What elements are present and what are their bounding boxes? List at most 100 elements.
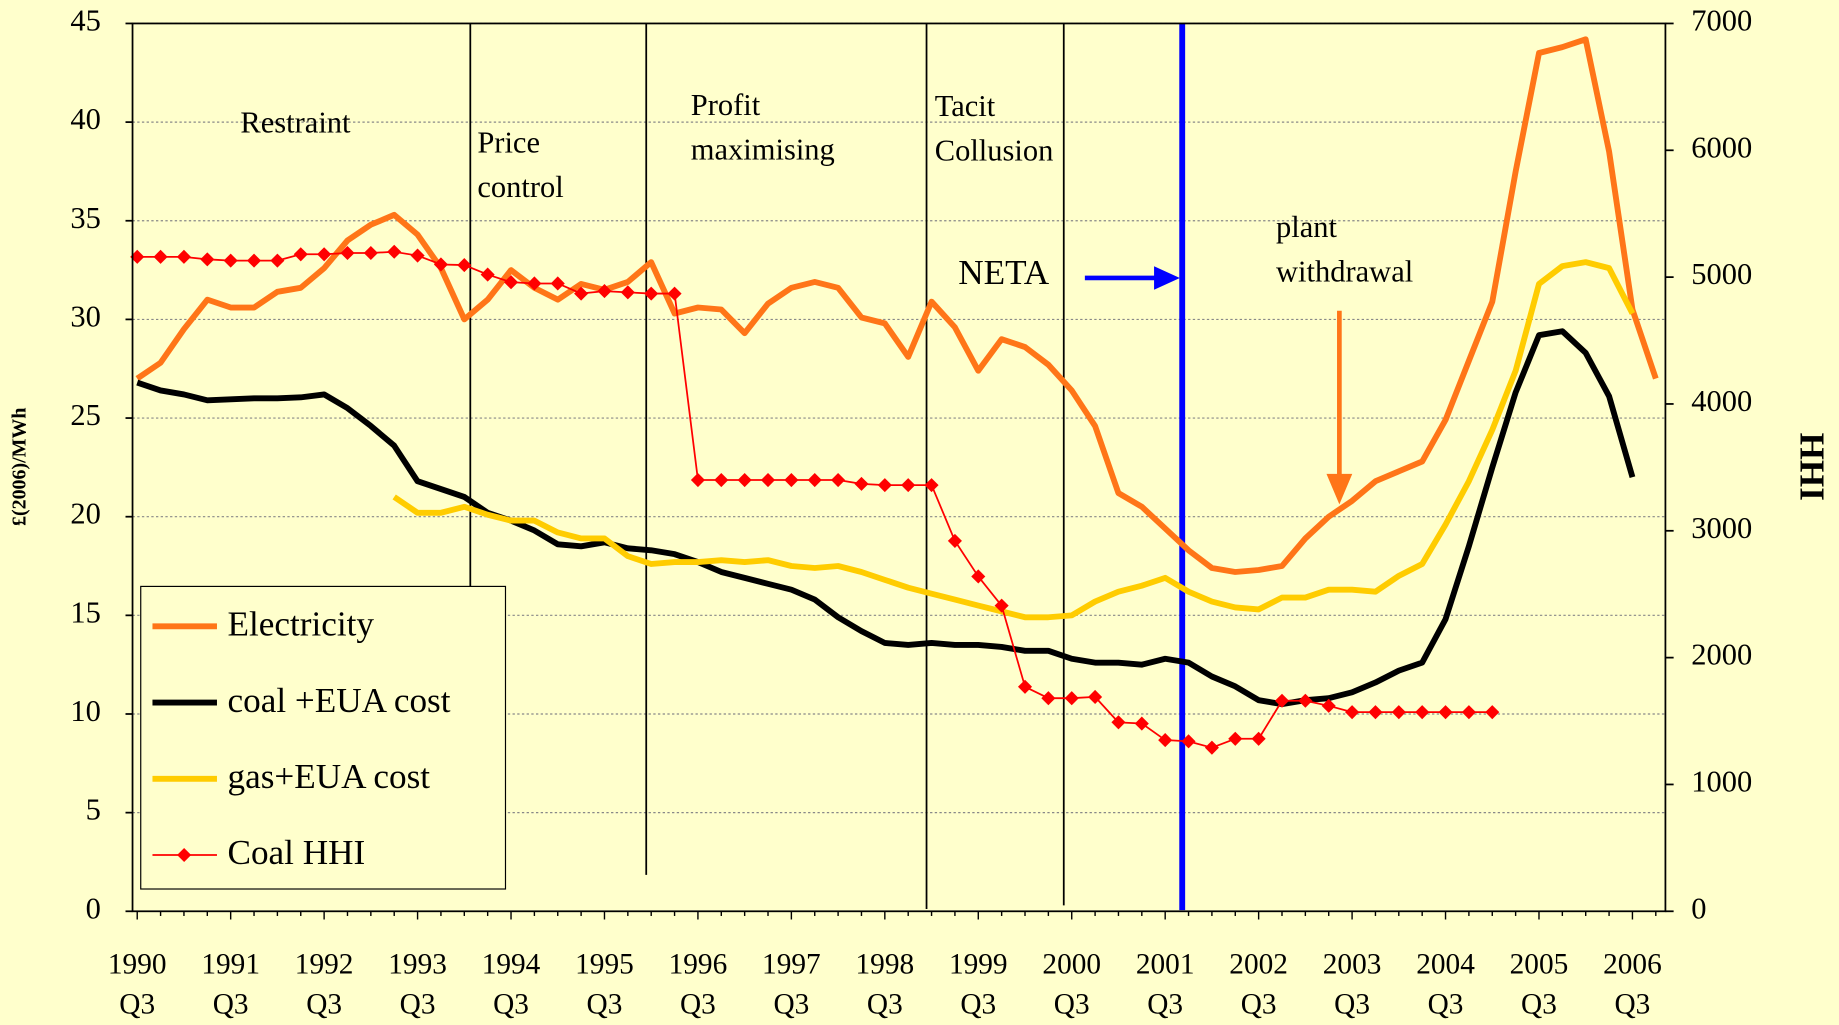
data-point xyxy=(574,286,589,301)
data-point xyxy=(1064,691,1079,706)
y2-tick-label: 4000 xyxy=(1691,384,1752,418)
data-point xyxy=(784,473,799,488)
data-point xyxy=(527,276,542,291)
withdrawal-arrow-head xyxy=(1326,473,1353,505)
x-tick-label: 2003 Q3 xyxy=(1322,948,1382,1021)
data-point xyxy=(200,252,215,267)
data-point xyxy=(340,245,355,261)
legend-label: Coal HHI xyxy=(228,833,366,872)
annotation: NETA xyxy=(958,253,1050,293)
data-point xyxy=(1298,693,1313,708)
y2-tick-label: 1000 xyxy=(1691,764,1752,798)
legend-box xyxy=(140,585,507,890)
annotation: Restraint xyxy=(240,105,351,140)
y-axis-title: £(2006)/MWh xyxy=(9,408,31,526)
x-tick-label: 2005 Q3 xyxy=(1509,948,1569,1021)
data-point xyxy=(737,473,752,488)
y-tick-label: 25 xyxy=(70,398,100,432)
y-tick-label: 0 xyxy=(86,891,101,925)
annotation: Profit maximising xyxy=(690,87,835,167)
x-tick-label: 2006 Q3 xyxy=(1603,948,1662,1021)
y-tick-label: 15 xyxy=(70,595,100,629)
data-point xyxy=(1041,691,1056,706)
x-tick-label: 1996 Q3 xyxy=(668,948,728,1021)
x-tick-label: 2002 Q3 xyxy=(1229,948,1288,1021)
x-tick-label: 1995 Q3 xyxy=(575,948,634,1021)
series-line xyxy=(392,259,1636,621)
y2-tick-label: 0 xyxy=(1691,891,1706,925)
data-point xyxy=(667,286,682,301)
y2-tick-label: 5000 xyxy=(1691,257,1752,291)
y2-tick-label: 3000 xyxy=(1691,511,1752,545)
y-tick-label: 40 xyxy=(70,102,100,136)
y-tick-label: 35 xyxy=(70,201,100,235)
data-point xyxy=(363,245,378,261)
y-tick-label: 30 xyxy=(70,299,100,333)
data-point xyxy=(387,244,402,259)
data-point xyxy=(877,478,892,493)
data-point xyxy=(130,249,145,264)
x-tick-label: 1994 Q3 xyxy=(481,948,541,1021)
data-point xyxy=(503,275,519,290)
x-tick-label: 2001 Q3 xyxy=(1135,948,1195,1021)
data-point xyxy=(690,473,705,488)
data-point xyxy=(1134,716,1149,731)
y-tick-label: 45 xyxy=(70,3,100,37)
y-tick-label: 10 xyxy=(70,694,100,728)
series-line xyxy=(136,328,1636,708)
data-point xyxy=(1204,740,1219,755)
y2-tick-label: 2000 xyxy=(1691,638,1752,672)
data-point xyxy=(153,249,168,264)
data-point xyxy=(317,247,332,262)
data-point xyxy=(550,276,565,291)
y2-axis-title: HHI xyxy=(1792,433,1831,501)
data-point xyxy=(1274,693,1290,708)
data-point xyxy=(1111,715,1126,730)
data-point xyxy=(760,473,776,488)
data-point xyxy=(433,257,448,272)
data-point xyxy=(1391,705,1406,720)
data-point xyxy=(457,258,472,273)
data-point xyxy=(1368,705,1383,720)
x-tick-label: 1990 Q3 xyxy=(107,948,167,1021)
x-tick-label: 2004 Q3 xyxy=(1416,948,1475,1021)
x-tick-label: 1993 Q3 xyxy=(388,948,447,1021)
data-point xyxy=(176,249,191,264)
data-point xyxy=(1438,705,1453,720)
data-point xyxy=(854,476,869,491)
data-point xyxy=(994,598,1009,613)
x-tick-label: 1997 Q3 xyxy=(762,948,821,1021)
data-point xyxy=(831,473,846,488)
neta-arrow-head xyxy=(1154,266,1180,290)
data-point xyxy=(807,473,822,488)
x-tick-label: 1999 Q3 xyxy=(948,948,1008,1021)
y-tick-label: 5 xyxy=(86,793,101,827)
data-point xyxy=(1321,698,1336,713)
annotation: Price control xyxy=(477,125,564,205)
legend-label: coal +EUA cost xyxy=(228,681,451,720)
data-point xyxy=(1345,705,1360,720)
annotation: plant withdrawal xyxy=(1276,209,1414,289)
data-point xyxy=(901,478,916,493)
legend-label: Electricity xyxy=(228,605,375,644)
data-point xyxy=(410,248,425,263)
marks xyxy=(130,36,1659,755)
legend-label: gas+EUA cost xyxy=(228,757,431,796)
y-tick-label: 20 xyxy=(70,497,100,531)
data-point xyxy=(293,247,308,262)
data-point xyxy=(1088,689,1103,704)
series-line xyxy=(135,36,1659,575)
data-point xyxy=(1017,679,1033,694)
x-tick-label: 1991 Q3 xyxy=(201,948,260,1021)
x-tick-label: 1998 Q3 xyxy=(855,948,915,1021)
y2-tick-label: 7000 xyxy=(1691,3,1752,37)
data-point xyxy=(714,473,729,488)
annotation: Tacit Collusion xyxy=(934,89,1054,168)
data-point xyxy=(971,569,986,584)
x-tick-label: 1992 Q3 xyxy=(294,948,354,1021)
data-point xyxy=(947,533,962,548)
x-tick-label: 2000 Q3 xyxy=(1042,948,1102,1021)
y2-tick-label: 6000 xyxy=(1691,130,1752,164)
